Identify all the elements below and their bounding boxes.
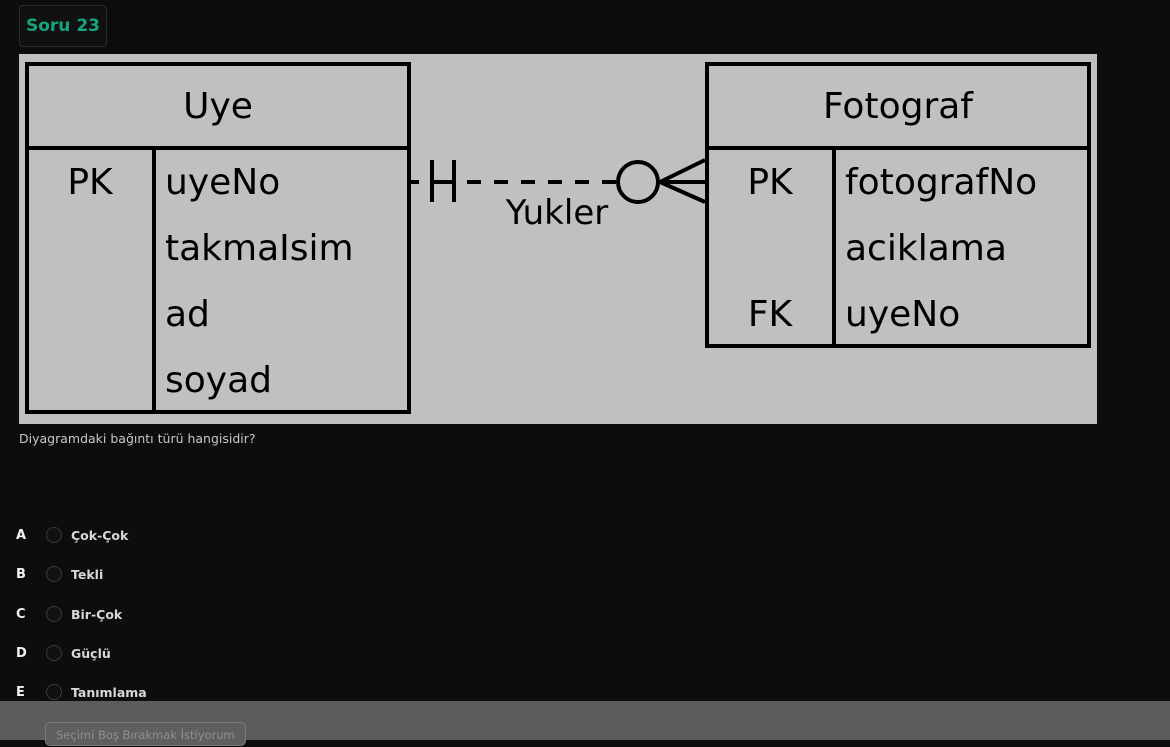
option-letter: A (16, 527, 27, 543)
entity-uye-attr-3: ad (165, 294, 210, 335)
entity-uye: Uye PK uyeNo takmaIsim ad soyad (25, 62, 411, 414)
relationship-yukler (411, 158, 706, 204)
option-text[interactable]: Tekli (71, 566, 104, 582)
option-c-radio[interactable] (46, 606, 62, 622)
footer-overlay: Seçimi Boş Bırakmak İstiyorum (0, 701, 1170, 746)
option-letter: E (16, 684, 25, 700)
option-letter: C (16, 606, 26, 622)
option-text[interactable]: Çok-Çok (71, 527, 129, 543)
entity-fotograf-attr-3: uyeNo (845, 294, 960, 335)
option-d-radio[interactable] (46, 645, 62, 661)
entity-fotograf-key-3: FK (748, 294, 794, 335)
entity-fotograf-attr-2: aciklama (845, 228, 1007, 269)
option-d[interactable]: D Güçlü (16, 642, 111, 664)
entity-fotograf-title: Fotograf (823, 86, 974, 127)
relationship-label: Yukler (505, 193, 608, 233)
option-e-radio[interactable] (46, 684, 62, 700)
entity-fotograf-attr-1: fotografNo (845, 162, 1037, 203)
option-letter: D (16, 645, 27, 661)
leave-blank-button[interactable]: Seçimi Boş Bırakmak İstiyorum (45, 722, 246, 746)
option-a-radio[interactable] (46, 527, 62, 543)
question-text: Diyagramdaki bağıntı türü hangisidir? (19, 431, 256, 446)
entity-uye-key-1: PK (67, 162, 114, 203)
option-e[interactable]: E Tanımlama (16, 681, 147, 703)
question-number-badge: Soru 23 (19, 5, 107, 47)
option-letter: B (16, 566, 26, 582)
entity-fotograf-key-1: PK (747, 162, 794, 203)
er-diagram-image: Uye PK uyeNo takmaIsim ad soyad Yukler F… (19, 54, 1097, 424)
entity-uye-attr-4: soyad (165, 360, 272, 401)
entity-uye-attr-1: uyeNo (165, 162, 280, 203)
entity-uye-title: Uye (183, 86, 253, 127)
option-text[interactable]: Tanımlama (71, 684, 147, 700)
entity-fotograf: Fotograf PK FK fotografNo aciklama uyeNo (705, 62, 1091, 348)
entity-uye-attr-2: takmaIsim (165, 228, 354, 269)
option-c[interactable]: C Bir-Çok (16, 603, 122, 625)
option-text[interactable]: Güçlü (71, 645, 111, 661)
option-b-radio[interactable] (46, 566, 62, 582)
option-b[interactable]: B Tekli (16, 563, 103, 585)
option-text[interactable]: Bir-Çok (71, 606, 123, 622)
option-a[interactable]: A Çok-Çok (16, 524, 128, 546)
